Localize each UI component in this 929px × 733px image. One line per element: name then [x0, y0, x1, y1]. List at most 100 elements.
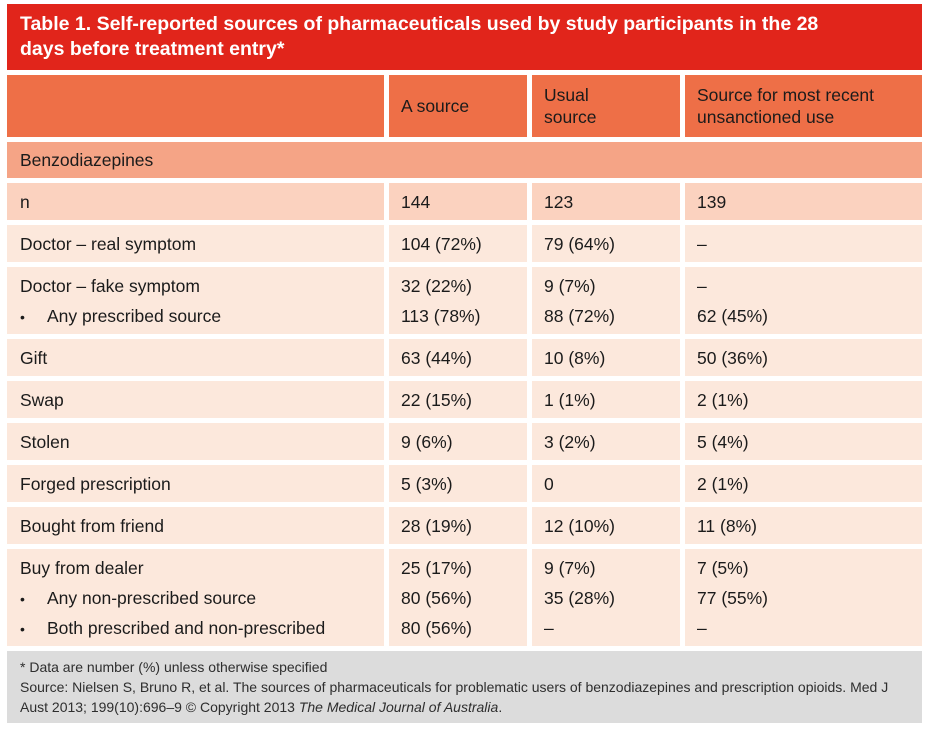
table-title: Table 1. Self-reported sources of pharma… — [20, 13, 819, 60]
row-label-text: n — [20, 192, 30, 212]
column-header-row: A source Usual source Source for most re… — [7, 75, 922, 137]
cell-value: 79 (64%) — [544, 234, 616, 254]
table-row: Stolen 9 (6%) 3 (2%) 5 (4%) — [7, 423, 922, 460]
table-row: Doctor – fake symptom • Any prescribed sou… — [7, 267, 922, 334]
cell-value: 80 (56%) — [401, 618, 473, 638]
table-row: n 144 123 139 — [7, 183, 922, 220]
row-cell: 7 (5%) 77 (55%) – — [685, 549, 922, 646]
row-label: Swap — [7, 381, 384, 418]
row-cell: 28 (19%) — [389, 507, 527, 544]
row-cell: – — [685, 225, 922, 262]
header-cell-usual-source: Usual source — [532, 75, 680, 137]
row-cell: 25 (17%) 80 (56%) 80 (56%) — [389, 549, 527, 646]
row-cell: 2 (1%) — [685, 465, 922, 502]
row-cell: 144 — [389, 183, 527, 220]
row-cell: 139 — [685, 183, 922, 220]
cell-value: 2 (1%) — [697, 390, 749, 410]
table-title-bar: Table 1. Self-reported sources of pharma… — [7, 4, 922, 70]
row-cell: 1 (1%) — [532, 381, 680, 418]
header-cell-empty — [7, 75, 384, 137]
row-cell: 10 (8%) — [532, 339, 680, 376]
journal-name: The Medical Journal of Australia — [298, 699, 499, 715]
row-label-text: Forged prescription — [20, 474, 171, 494]
cell-value: 139 — [697, 192, 727, 212]
cell-value: 9 (6%) — [401, 432, 453, 452]
row-cell: 32 (22%) 113 (78%) — [389, 267, 527, 334]
table-body: n 144 123 139 Doctor – real symptom 104 … — [7, 183, 922, 646]
cell-value: – — [544, 618, 554, 638]
cell-value: 5 (4%) — [697, 432, 749, 452]
row-label-text: Any non-prescribed source — [47, 588, 257, 608]
row-label: Stolen — [7, 423, 384, 460]
row-cell: 0 — [532, 465, 680, 502]
cell-value: 11 (8%) — [697, 516, 757, 536]
cell-value: 10 (8%) — [544, 348, 606, 368]
cell-value: 123 — [544, 192, 574, 212]
table-row: Gift 63 (44%) 10 (8%) 50 (36%) — [7, 339, 922, 376]
cell-value: 104 (72%) — [401, 234, 482, 254]
row-label-text: Swap — [20, 390, 64, 410]
column-label-a-source: A source — [401, 96, 470, 116]
row-cell: 11 (8%) — [685, 507, 922, 544]
row-cell: 79 (64%) — [532, 225, 680, 262]
cell-value: – — [697, 618, 707, 638]
cell-value: 22 (15%) — [401, 390, 473, 410]
row-label-text: Gift — [20, 348, 48, 368]
footnote: * Data are number (%) unless otherwise s… — [20, 659, 328, 675]
cell-value: – — [697, 276, 707, 296]
row-label-text: Doctor – fake symptom — [20, 276, 200, 296]
section-header-benzodiazepines: Benzodiazepines — [7, 142, 922, 178]
row-label-text: Doctor – real symptom — [20, 234, 197, 254]
cell-value: 88 (72%) — [544, 306, 616, 326]
cell-value: 77 (55%) — [697, 588, 769, 608]
row-cell: 63 (44%) — [389, 339, 527, 376]
row-label: Gift — [7, 339, 384, 376]
cell-value: – — [697, 234, 707, 254]
source-text: Source: Nielsen S, Bruno R, et al. The s… — [20, 679, 889, 715]
table-row: Buy from dealer • Any non-prescribed sourc… — [7, 549, 922, 646]
row-label: Buy from dealer • Any non-prescribed sourc… — [7, 549, 384, 646]
cell-value: 50 (36%) — [697, 348, 769, 368]
row-cell: 12 (10%) — [532, 507, 680, 544]
cell-value: 12 (10%) — [544, 516, 616, 536]
table-row: Bought from friend 28 (19%) 12 (10%) 11 … — [7, 507, 922, 544]
row-cell: 9 (6%) — [389, 423, 527, 460]
row-cell: 3 (2%) — [532, 423, 680, 460]
row-label-text: Buy from dealer — [20, 558, 144, 578]
column-label-usual-source: Usual source — [544, 85, 597, 127]
cell-value: 32 (22%) — [401, 276, 473, 296]
table-row: Forged prescription 5 (3%) 0 2 (1%) — [7, 465, 922, 502]
table-row: Doctor – real symptom 104 (72%) 79 (64%)… — [7, 225, 922, 262]
row-label: n — [7, 183, 384, 220]
row-cell: 9 (7%) 88 (72%) — [532, 267, 680, 334]
row-cell: 2 (1%) — [685, 381, 922, 418]
cell-value: 25 (17%) — [401, 558, 473, 578]
cell-value: 9 (7%) — [544, 276, 596, 296]
cell-value: 2 (1%) — [697, 474, 749, 494]
table-row: Swap 22 (15%) 1 (1%) 2 (1%) — [7, 381, 922, 418]
bullet-icon: • — [20, 309, 25, 325]
row-cell: 5 (3%) — [389, 465, 527, 502]
cell-value: 3 (2%) — [544, 432, 596, 452]
row-label-text: Any prescribed source — [47, 306, 222, 326]
header-cell-most-recent: Source for most recent unsanctioned use — [685, 75, 922, 137]
cell-value: 80 (56%) — [401, 588, 473, 608]
row-label: Forged prescription — [7, 465, 384, 502]
row-label: Doctor – fake symptom • Any prescribed sou… — [7, 267, 384, 334]
row-label-text: Both prescribed and non-prescribed — [47, 618, 326, 638]
cell-value: 0 — [544, 474, 554, 494]
cell-value: 28 (19%) — [401, 516, 473, 536]
row-cell: 9 (7%) 35 (28%) – — [532, 549, 680, 646]
row-label: Doctor – real symptom — [7, 225, 384, 262]
table-footer: * Data are number (%) unless otherwise s… — [7, 651, 922, 723]
source-citation: Source: Nielsen S, Bruno R, et al. The s… — [20, 677, 909, 717]
bullet-icon: • — [20, 591, 25, 607]
cell-value: 62 (45%) — [697, 306, 769, 326]
row-label: Bought from friend — [7, 507, 384, 544]
row-cell: 5 (4%) — [685, 423, 922, 460]
cell-value: 7 (5%) — [697, 558, 749, 578]
row-label-text: Stolen — [20, 432, 70, 452]
row-label-text: Bought from friend — [20, 516, 164, 536]
row-cell: 22 (15%) — [389, 381, 527, 418]
